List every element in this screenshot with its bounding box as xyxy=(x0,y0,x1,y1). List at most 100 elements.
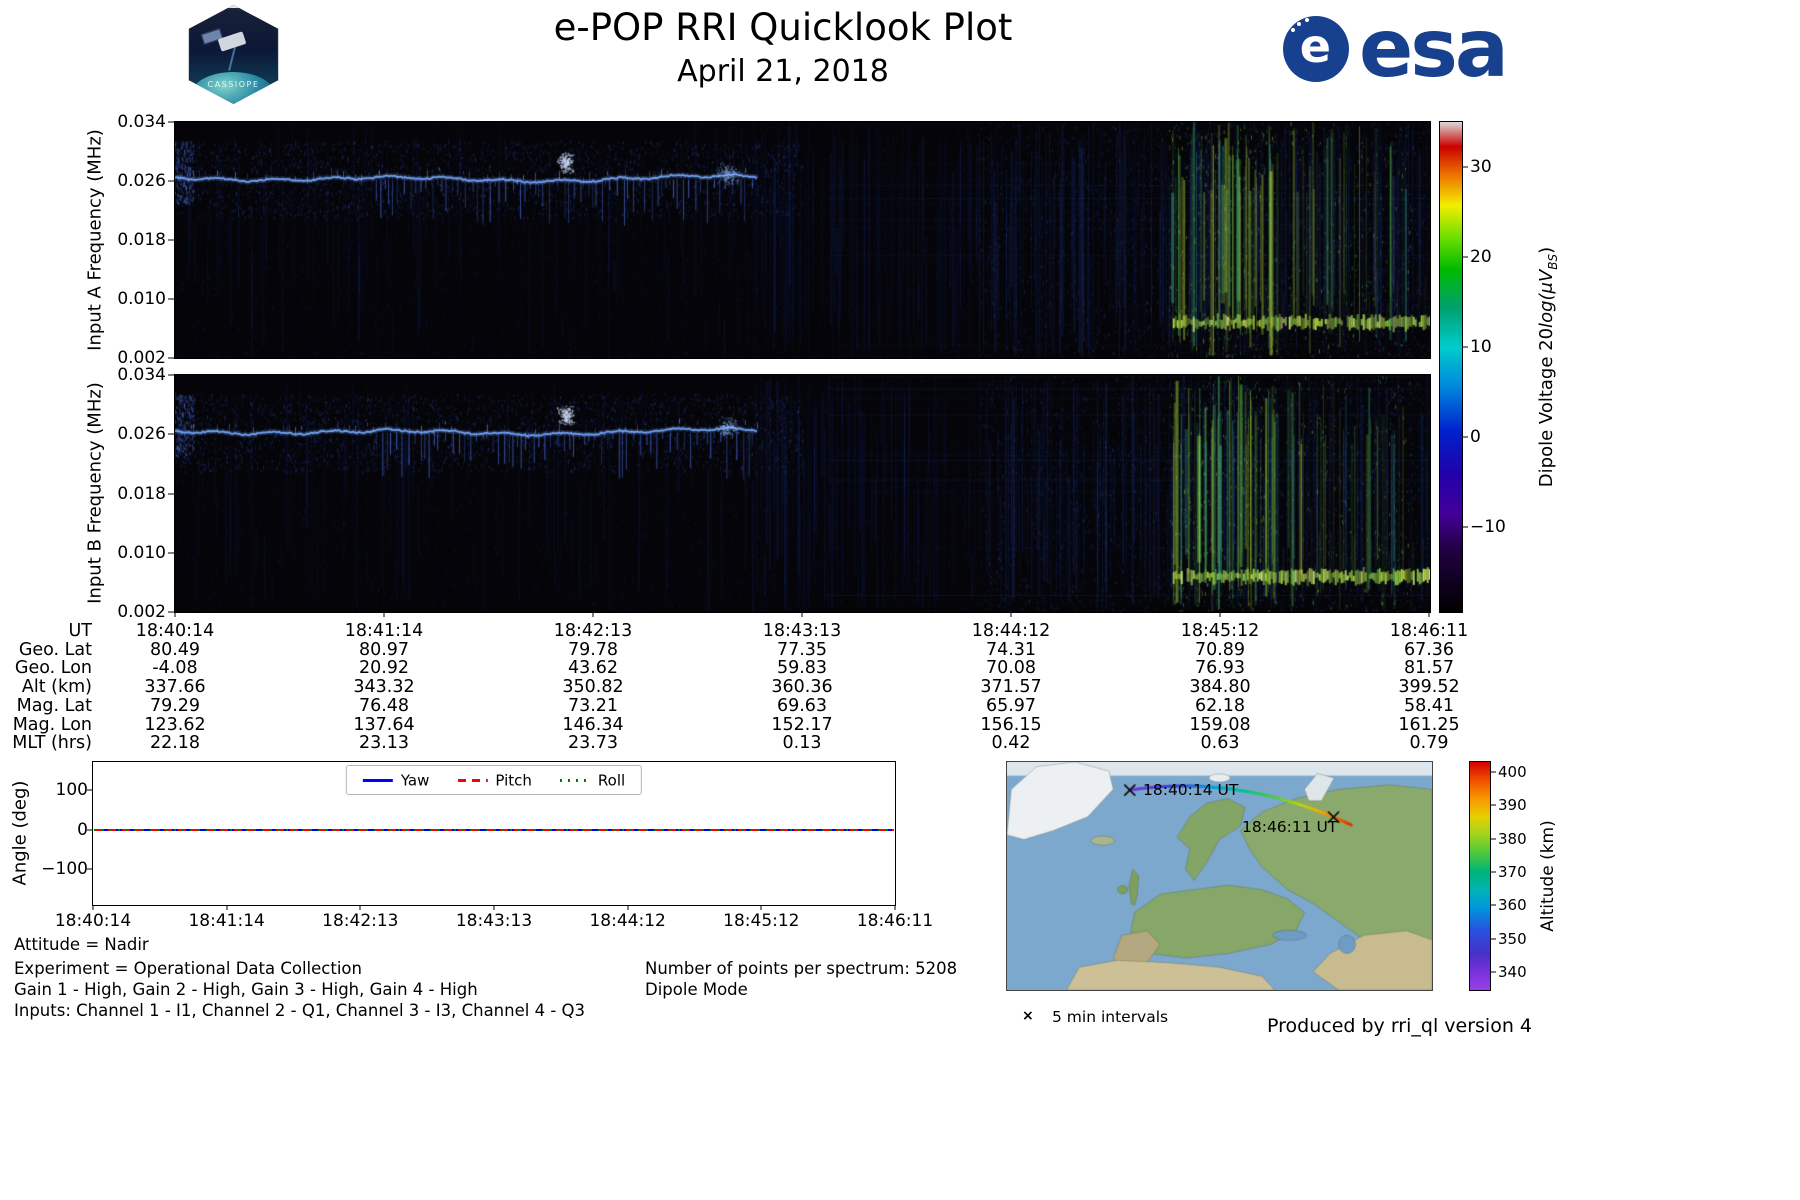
spectrogram-b-ylabel: Input B Frequency (MHz) xyxy=(84,382,106,604)
ephemeris-value: 18:40:14 xyxy=(135,621,215,641)
dipole-colorbar-label: Dipole Voltage 20log(μVBS) xyxy=(1536,247,1560,487)
ephemeris-value: 18:43:13 xyxy=(762,621,842,641)
tick-mark xyxy=(168,239,174,241)
tick-mark xyxy=(1010,612,1012,617)
ephemeris-value: 65.97 xyxy=(985,695,1037,716)
ephemeris-value: 156.15 xyxy=(980,714,1042,735)
spectrogram-b-ytick: 0.002 xyxy=(117,602,166,622)
tick-mark xyxy=(1462,436,1468,438)
legend-item-roll: Roll xyxy=(559,770,625,790)
tick-mark xyxy=(1462,526,1468,528)
tick-mark xyxy=(226,905,228,910)
tick-mark xyxy=(627,905,629,910)
tick-mark xyxy=(359,905,361,910)
altitude-colorbar-tick: 340 xyxy=(1498,963,1527,981)
tick-mark xyxy=(87,868,93,870)
ephemeris-value: 62.18 xyxy=(1194,695,1246,716)
roll-line xyxy=(94,828,894,831)
tick-mark xyxy=(760,905,762,910)
altitude-colorbar-tick: 380 xyxy=(1498,829,1527,848)
ephemeris-value: 59.83 xyxy=(776,658,828,679)
pitch-line-sample xyxy=(457,779,488,782)
ephemeris-value: 360.36 xyxy=(771,677,833,698)
star-dot-icon xyxy=(1291,28,1295,32)
angle-ytick: 100 xyxy=(55,780,88,800)
ephemeris-value: 81.57 xyxy=(1403,658,1455,679)
dipole-colorbar-tick: 0 xyxy=(1470,427,1481,447)
tick-mark xyxy=(1462,346,1468,348)
dipole-label-text: Dipole Voltage 20 xyxy=(1536,327,1558,488)
ephemeris-value: 0.63 xyxy=(1200,733,1240,754)
dipole-colorbar-tick: 30 xyxy=(1470,157,1492,177)
tick-mark xyxy=(383,612,385,617)
tick-mark xyxy=(168,611,174,613)
tick-mark xyxy=(168,357,174,359)
esa-emblem-icon: e xyxy=(1283,16,1349,82)
ephemeris-value: 146.34 xyxy=(562,714,624,735)
ground-track-map-canvas xyxy=(1007,762,1432,990)
star-dot-icon xyxy=(1305,18,1309,22)
ephemeris-value: 67.36 xyxy=(1403,639,1455,660)
dipole-colorbar-tick: 10 xyxy=(1470,337,1492,357)
spectrogram-b-frame xyxy=(174,374,1431,613)
tick-mark xyxy=(493,905,495,910)
spectrogram-a-ylabel: Input A Frequency (MHz) xyxy=(84,129,106,351)
ephemeris-row-label: Mag. Lon xyxy=(12,714,92,735)
tick-mark xyxy=(168,121,174,123)
spectrogram-b-ytick: 0.018 xyxy=(117,483,166,504)
tick-mark xyxy=(894,905,896,910)
dipole-colorbar-tick: 20 xyxy=(1470,247,1492,267)
ephemeris-value: 70.08 xyxy=(985,658,1037,679)
spectrogram-a-ytick: 0.010 xyxy=(117,289,166,309)
ephemeris-value: 161.25 xyxy=(1398,714,1460,735)
page-date: April 21, 2018 xyxy=(677,54,889,89)
esa-e-glyph: e xyxy=(1299,18,1331,73)
ephemeris-value: 58.41 xyxy=(1403,695,1455,716)
tick-mark xyxy=(1490,871,1496,873)
ephemeris-value: 123.62 xyxy=(144,714,206,735)
tick-mark xyxy=(1462,256,1468,258)
ephemeris-value: 43.62 xyxy=(567,658,619,679)
tick-mark xyxy=(1219,612,1221,617)
tick-mark xyxy=(1428,612,1430,617)
spectrogram-a-ytick: 0.034 xyxy=(117,112,166,132)
points-per-spectrum-text: Number of points per spectrum: 5208 xyxy=(645,959,958,978)
ephemeris-row-label: Geo. Lon xyxy=(14,658,92,679)
ephemeris-value: 76.93 xyxy=(1194,658,1246,679)
tick-mark xyxy=(168,493,174,494)
ephemeris-value: 23.13 xyxy=(358,733,410,754)
ephemeris-value: 69.63 xyxy=(776,695,828,716)
inputs-text: Inputs: Channel 1 - I1, Channel 2 - Q1, … xyxy=(14,1001,585,1020)
legend-item-pitch: Pitch xyxy=(457,770,532,790)
tick-mark xyxy=(1490,838,1496,840)
altitude-colorbar-tick: 370 xyxy=(1498,863,1527,881)
ephemeris-value: 79.29 xyxy=(149,695,201,716)
tick-mark xyxy=(1490,904,1496,906)
ephemeris-value: 350.82 xyxy=(562,677,624,698)
tick-mark xyxy=(168,180,174,182)
esa-wordmark: esa xyxy=(1359,2,1509,95)
tick-mark xyxy=(168,552,174,554)
ephemeris-value: 384.80 xyxy=(1189,677,1251,698)
dipole-label-math: log(μV xyxy=(1536,269,1558,328)
page-title: e-POP RRI Quicklook Plot xyxy=(553,6,1013,49)
spectrogram-a-canvas xyxy=(175,122,1430,358)
ephemeris-value: 18:44:12 xyxy=(971,621,1051,641)
spectrogram-a-ytick: 0.018 xyxy=(117,230,166,250)
esa-logo: e esa xyxy=(1283,2,1509,95)
altitude-colorbar-label: Altitude (km) xyxy=(1538,820,1558,932)
dipole-label-close: ) xyxy=(1536,246,1558,254)
map-end-time-label: 18:46:11 UT xyxy=(1242,818,1338,836)
ephemeris-value: 18:46:11 xyxy=(1389,621,1469,641)
attitude-text: Attitude = Nadir xyxy=(14,935,149,954)
ephemeris-value: 371.57 xyxy=(980,677,1042,698)
pitch-legend-label: Pitch xyxy=(495,771,532,790)
spectrogram-b-canvas xyxy=(175,375,1430,612)
legend-item-yaw: Yaw xyxy=(362,770,429,790)
tick-mark xyxy=(87,829,93,830)
ephemeris-value: 0.79 xyxy=(1409,733,1449,754)
angle-ytick: 0 xyxy=(77,819,88,840)
gains-text: Gain 1 - High, Gain 2 - High, Gain 3 - H… xyxy=(14,980,478,999)
tick-mark xyxy=(168,433,174,435)
